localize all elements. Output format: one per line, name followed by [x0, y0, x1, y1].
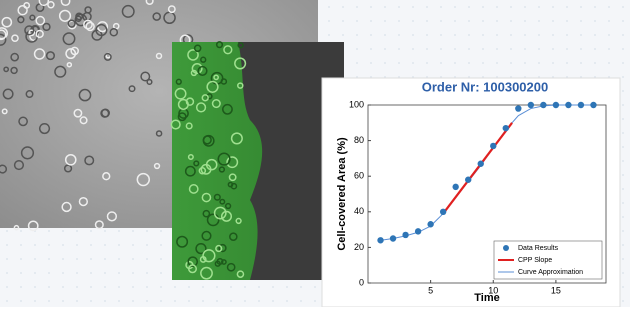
- data-point: [427, 221, 433, 227]
- legend-marker: [503, 245, 509, 251]
- data-point: [465, 177, 471, 183]
- data-point: [440, 209, 446, 215]
- y-tick-label: 100: [349, 99, 364, 109]
- legend-label: CPP Slope: [518, 257, 552, 264]
- data-point: [503, 125, 509, 131]
- y-tick-label: 40: [354, 206, 364, 216]
- data-point: [540, 102, 546, 108]
- microscopy-green: [171, 42, 344, 280]
- data-point: [590, 102, 596, 108]
- data-point: [478, 161, 484, 167]
- y-tick-label: 60: [354, 171, 364, 181]
- chart-title: Order Nr: 100300200: [422, 79, 548, 94]
- data-point: [452, 184, 458, 190]
- data-point: [565, 102, 571, 108]
- data-point: [377, 237, 383, 243]
- legend-label: Data Results: [518, 245, 559, 252]
- x-tick-label: 15: [551, 285, 561, 295]
- x-tick-label: 5: [428, 285, 433, 295]
- data-point: [402, 232, 408, 238]
- data-point: [515, 105, 521, 111]
- slide: Order Nr: 100300200 Cell-covered Area (%…: [0, 0, 630, 307]
- y-axis-label: Cell-covered Area (%): [336, 137, 348, 251]
- y-tick-label: 80: [354, 135, 364, 145]
- data-point: [415, 228, 421, 234]
- y-tick-label: 20: [354, 242, 364, 252]
- data-point: [390, 235, 396, 241]
- x-tick-label: 10: [488, 285, 498, 295]
- data-point: [578, 102, 584, 108]
- legend-label: Curve Approximation: [518, 269, 583, 276]
- data-point: [490, 143, 496, 149]
- data-point: [528, 102, 534, 108]
- page: Order Nr: 100300200 Cell-covered Area (%…: [0, 0, 630, 312]
- data-point: [553, 102, 559, 108]
- y-tick-label: 0: [359, 277, 364, 287]
